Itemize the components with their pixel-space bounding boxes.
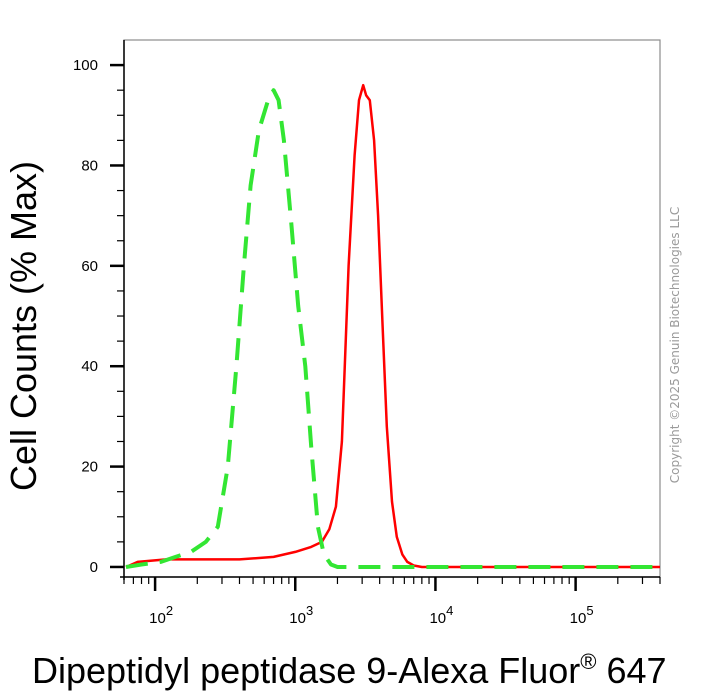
y-tick-label: 100	[73, 57, 98, 74]
x-axis-title: Dipeptidyl peptidase 9-Alexa Fluor® 647	[32, 649, 667, 691]
copyright-watermark: Copyright ©2025 Genuin Biotechnologies L…	[668, 207, 682, 483]
y-tick-label: 20	[81, 459, 98, 476]
x-axis-title-main: Dipeptidyl peptidase 9-Alexa Fluor	[32, 650, 580, 691]
x-ticks: 102 103 104 105	[123, 577, 661, 627]
x-tick-label: 105	[570, 603, 594, 627]
y-tick-label: 80	[81, 157, 98, 174]
series-group	[125, 83, 660, 569]
y-tick-label: 40	[81, 358, 98, 375]
x-tick-label: 103	[289, 603, 313, 627]
x-axis-title-tail: 647	[597, 650, 667, 691]
x-axis-title-registered-mark: ®	[580, 649, 596, 674]
y-tick-label: 0	[90, 559, 98, 576]
series-line-2	[125, 88, 660, 569]
x-tick-label: 104	[429, 603, 453, 627]
x-tick-label: 102	[149, 603, 173, 627]
series-line-1	[125, 83, 660, 569]
y-tick-label: 60	[81, 258, 98, 275]
y-axis-title: Cell Counts (% Max)	[3, 161, 44, 491]
y-ticks: 0 20 40 60 80 100	[73, 57, 124, 576]
